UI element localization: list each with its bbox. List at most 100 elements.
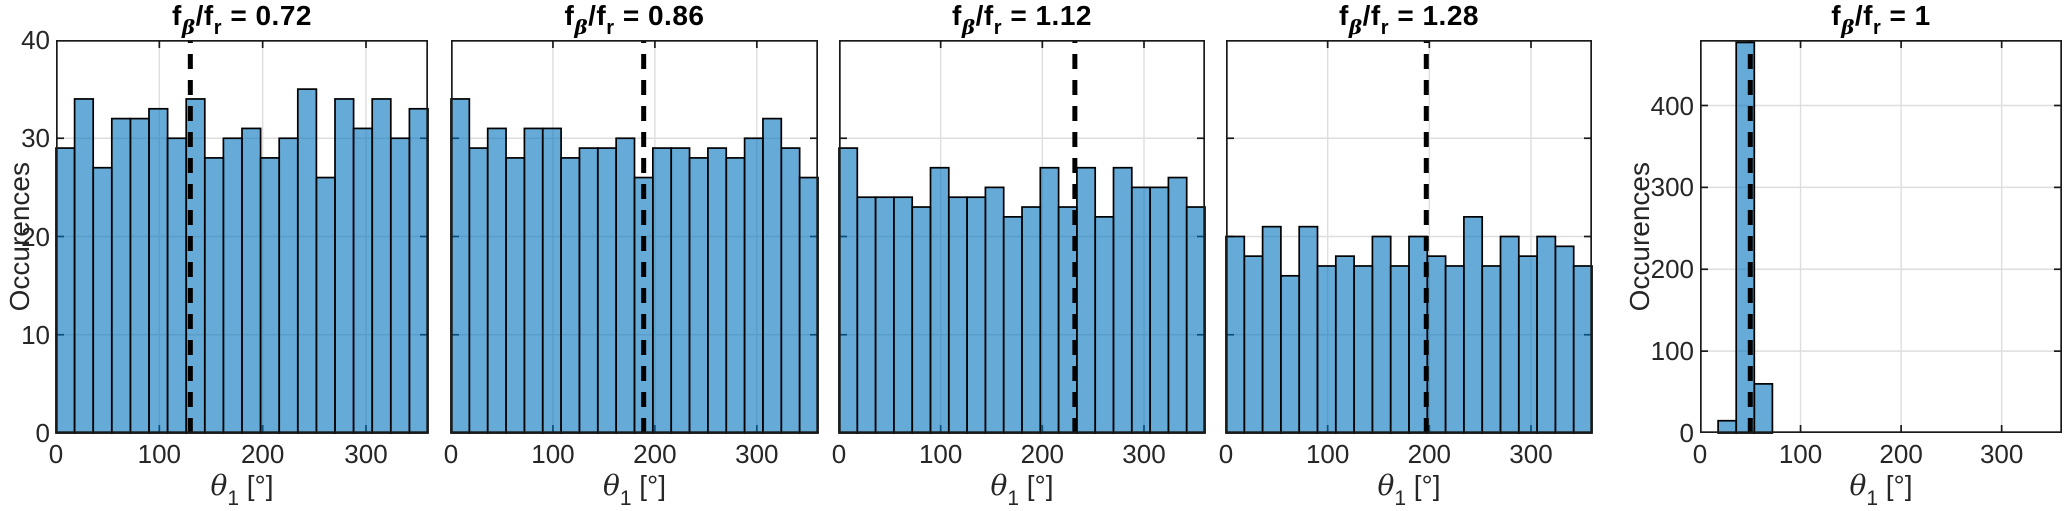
histogram-bar bbox=[1076, 166, 1097, 434]
x-tick-label: 0 bbox=[48, 439, 64, 469]
histogram-bar bbox=[1298, 225, 1319, 434]
degree-unit: [°] bbox=[239, 470, 274, 501]
histogram-bar bbox=[707, 147, 728, 434]
title-ratio-value: 1 bbox=[1914, 0, 1931, 31]
histogram-bar bbox=[929, 166, 950, 434]
x-tick-label: 100 bbox=[1778, 439, 1823, 469]
histogram-bar bbox=[73, 98, 95, 434]
title-beta-subscript: β bbox=[1841, 15, 1855, 39]
title-f-symbol: f bbox=[1339, 0, 1349, 31]
degree-unit: [°] bbox=[1406, 470, 1441, 501]
x-tick-label: 200 bbox=[240, 439, 285, 469]
theta-symbol: θ bbox=[602, 469, 620, 502]
x-tick-label: 300 bbox=[1509, 439, 1553, 469]
x-tick-label: 300 bbox=[1979, 439, 2024, 469]
title-ratio-value: 0.72 bbox=[255, 0, 312, 31]
histogram-bar bbox=[725, 157, 746, 434]
title-equals-sign: = bbox=[1881, 0, 1915, 31]
x-tick-label: 100 bbox=[531, 439, 575, 469]
x-tick-label: 100 bbox=[918, 439, 963, 469]
histogram-bar bbox=[129, 117, 150, 434]
theta-subscript-1: 1 bbox=[1394, 487, 1406, 510]
y-tick-label: 400 bbox=[1650, 90, 1694, 121]
theta-symbol: θ bbox=[1377, 469, 1395, 502]
histogram-bar bbox=[1112, 166, 1133, 434]
histogram-bar bbox=[893, 196, 914, 434]
axes-box bbox=[839, 40, 1205, 433]
x-tick-label: 0 bbox=[831, 439, 847, 469]
histogram-bar bbox=[1185, 206, 1206, 434]
histogram-bar bbox=[203, 157, 225, 434]
x-axis-label: θ1 [°] bbox=[1226, 471, 1592, 511]
histogram-bar bbox=[615, 137, 636, 434]
title-equals-sign: = bbox=[614, 0, 648, 31]
x-tick-label: 300 bbox=[735, 439, 779, 469]
histogram-bar bbox=[838, 147, 859, 434]
histogram-bar bbox=[241, 127, 262, 434]
histogram-bar bbox=[222, 137, 243, 434]
x-tick-label: 200 bbox=[1407, 439, 1452, 469]
axes-box bbox=[1226, 40, 1592, 433]
axes-box bbox=[451, 40, 818, 433]
histogram-bar bbox=[1002, 216, 1023, 434]
theta-symbol: θ bbox=[990, 469, 1008, 502]
y-tick-label: 0 bbox=[1679, 418, 1694, 448]
histogram-bar bbox=[278, 137, 299, 434]
histogram-bar bbox=[371, 98, 392, 434]
title-f-symbol: f bbox=[564, 0, 575, 31]
x-tick-label: 200 bbox=[1020, 439, 1065, 469]
histogram-bar bbox=[966, 196, 987, 434]
histogram-plot bbox=[1225, 40, 1593, 434]
histogram-bar bbox=[1316, 265, 1337, 434]
theta-subscript-1: 1 bbox=[1007, 487, 1019, 510]
histogram-bar bbox=[352, 127, 374, 434]
title-r-subscript: r bbox=[1380, 17, 1390, 39]
histogram-bar bbox=[578, 147, 599, 434]
y-axis-label: Occurences bbox=[4, 40, 36, 433]
histogram-bar bbox=[1334, 255, 1355, 434]
degree-unit: [°] bbox=[1878, 470, 1913, 501]
histogram-bar bbox=[1094, 216, 1115, 434]
x-axis-label: θ1 [°] bbox=[56, 471, 428, 511]
histogram-bar bbox=[1717, 419, 1738, 434]
subplot-3: fβ/fr = 1.12 0 100 200 300 θ1 [°] bbox=[832, 0, 1206, 511]
y-tick-label: 300 bbox=[1650, 172, 1694, 203]
histogram-bar bbox=[315, 176, 336, 434]
histogram-plot bbox=[1700, 40, 2062, 434]
y-tick-label: 10 bbox=[21, 319, 50, 350]
histogram-bar bbox=[560, 157, 581, 434]
y-axis-label: Occurences bbox=[1624, 40, 1656, 433]
histogram-bar bbox=[688, 157, 709, 434]
histogram-bar bbox=[1426, 255, 1447, 434]
histogram-bar bbox=[652, 147, 673, 434]
histogram-bar bbox=[1444, 265, 1465, 434]
histogram-plot bbox=[450, 40, 819, 434]
histogram-bar bbox=[1021, 206, 1042, 434]
y-tick-label: 100 bbox=[1650, 336, 1694, 367]
title-equals-sign: = bbox=[1389, 0, 1423, 31]
subplot-title: fβ/fr = 0.86 bbox=[451, 0, 818, 40]
histogram-bar bbox=[92, 166, 113, 434]
x-axis-label: θ1 [°] bbox=[451, 471, 818, 511]
histogram-bar bbox=[1167, 176, 1188, 434]
histogram-bar bbox=[1371, 235, 1392, 434]
histogram-bar bbox=[389, 137, 411, 434]
theta-symbol: θ bbox=[210, 469, 228, 502]
histogram-bar bbox=[541, 127, 562, 434]
y-tick-label: 30 bbox=[21, 123, 50, 154]
histogram-bar bbox=[1280, 274, 1301, 434]
x-tick-label: 200 bbox=[1879, 439, 1923, 469]
histogram-bar bbox=[984, 186, 1005, 434]
histogram-bar bbox=[947, 196, 968, 434]
x-tick-label: 0 bbox=[443, 439, 459, 469]
title-beta-subscript: β bbox=[1348, 15, 1363, 39]
title-beta-subscript: β bbox=[574, 15, 589, 39]
y-tick-label: 20 bbox=[21, 221, 50, 252]
histogram-bar bbox=[1225, 235, 1246, 434]
histogram-bar bbox=[408, 107, 429, 434]
histogram-bar bbox=[296, 88, 318, 434]
theta-subscript-1: 1 bbox=[1866, 487, 1878, 510]
histogram-bar bbox=[450, 98, 471, 434]
histogram-bar bbox=[1353, 265, 1374, 434]
